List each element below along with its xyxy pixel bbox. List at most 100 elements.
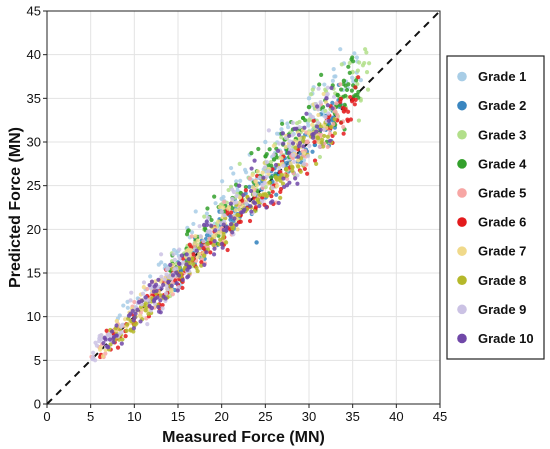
data-point [326,118,331,124]
data-point [323,108,328,114]
data-point [170,273,176,278]
data-point [300,115,306,121]
legend-label: Grade 3 [478,127,526,142]
legend-label: Grade 7 [478,244,526,259]
legend-label: Grade 8 [478,273,526,288]
data-point [163,291,169,296]
data-point [308,113,314,119]
data-point [296,158,301,163]
data-point [216,233,221,238]
data-point [353,93,358,98]
data-point [301,161,306,167]
data-point [191,221,196,227]
data-point [179,253,184,258]
data-point [278,189,283,195]
data-point [335,112,340,117]
data-point [247,197,252,202]
data-point [135,307,140,312]
data-point [221,194,226,200]
legend-marker [457,275,467,286]
data-point [194,265,199,270]
data-point [302,125,307,130]
data-point [234,193,239,198]
data-point [121,303,126,308]
data-point [187,242,192,247]
data-point [287,144,292,149]
data-point [230,196,235,202]
data-point [137,313,142,318]
data-point [145,322,150,327]
data-point [302,166,307,172]
data-point [271,143,276,149]
data-point [344,87,350,93]
data-point [211,242,216,248]
data-point [243,184,248,190]
data-point [250,185,256,190]
data-point [342,102,347,107]
data-point [217,204,222,210]
data-point [165,266,171,271]
data-point [120,322,125,327]
data-point [126,313,132,318]
y-tick-label: 35 [27,91,41,106]
data-point [310,135,316,140]
data-point [143,295,148,300]
data-point [352,102,357,107]
data-point [249,166,254,171]
data-point [279,156,284,161]
data-point [114,323,119,328]
data-point [219,241,224,247]
data-point [247,176,253,181]
data-point [281,141,286,146]
data-point [341,131,346,136]
data-point [254,183,260,188]
data-point [366,61,372,66]
data-point [227,205,232,210]
data-point [131,329,136,334]
x-tick-label: 15 [171,409,185,424]
data-point [186,274,191,279]
data-point [279,127,284,132]
y-tick-label: 5 [34,353,41,368]
data-point [180,285,185,291]
data-point [234,179,239,184]
data-point [321,127,326,132]
data-point [128,298,133,303]
data-point [158,298,163,303]
data-point [290,141,296,146]
data-point [315,104,320,109]
data-point [270,185,275,190]
data-point [193,234,198,239]
data-point [274,192,279,197]
data-point [161,282,166,288]
data-point [233,208,238,213]
data-point [148,274,153,279]
data-point [288,161,293,166]
data-point [261,192,266,198]
plot-area-frame [46,10,441,405]
data-point [252,191,257,196]
data-point [134,321,139,326]
data-point [158,252,164,257]
data-point [213,232,218,238]
legend-marker [457,159,467,169]
data-point [284,173,289,178]
data-point [122,317,128,322]
data-point [212,194,217,199]
data-point [120,337,125,342]
data-point [330,100,335,106]
data-point [270,199,275,204]
data-point [188,248,193,253]
data-point [358,78,363,83]
data-point [156,304,161,310]
data-point [133,311,138,316]
data-point [343,93,348,98]
x-tick-label: 20 [214,409,228,424]
data-point [189,230,195,235]
data-point [171,252,176,257]
data-point [204,219,209,224]
data-point [262,165,267,170]
data-point [310,149,315,154]
data-point [280,121,285,126]
data-point [219,209,224,215]
